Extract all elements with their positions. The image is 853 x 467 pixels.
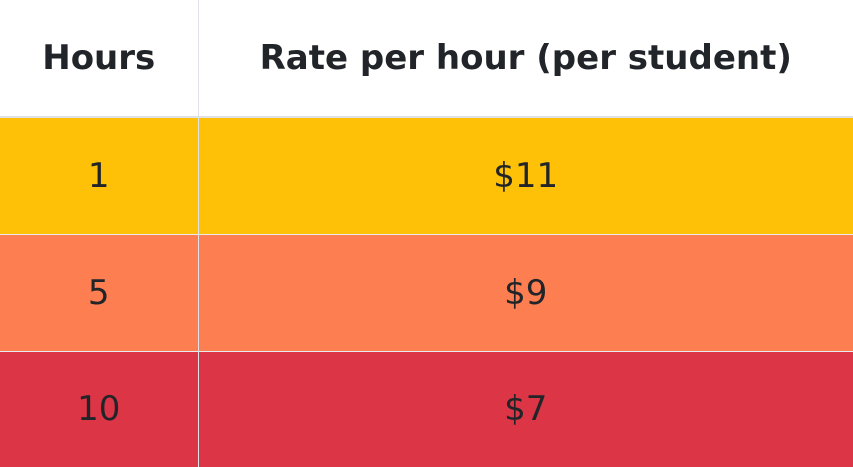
table-row: 5 $9 [0, 233, 853, 351]
header-row: Hours Rate per hour (per student) [0, 0, 853, 118]
cell-rate: $11 [198, 117, 853, 234]
table-header: Hours Rate per hour (per student) [0, 0, 853, 118]
table-body: 1 $11 5 $9 10 $7 [0, 117, 853, 467]
cell-hours: 1 [0, 117, 199, 234]
cell-rate: $7 [198, 350, 853, 467]
cell-rate: $9 [198, 233, 853, 351]
cell-hours: 10 [0, 350, 199, 467]
table-row: 10 $7 [0, 350, 853, 467]
header-hours: Hours [0, 0, 199, 118]
table-row: 1 $11 [0, 117, 853, 234]
header-rate: Rate per hour (per student) [198, 0, 853, 118]
cell-hours: 5 [0, 233, 199, 351]
